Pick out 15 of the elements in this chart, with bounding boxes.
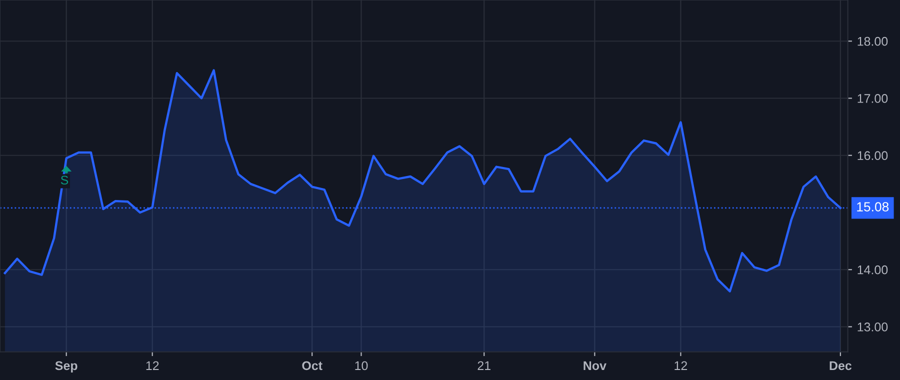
x-tick-label: Nov: [584, 361, 606, 370]
x-tick-label: Dec: [830, 361, 852, 370]
x-tick-label: 21: [478, 361, 490, 370]
y-tick-label: 13.00: [858, 322, 888, 332]
x-tick-label: 12: [674, 361, 688, 370]
y-tick-label: 16.00: [858, 151, 888, 160]
annotation: S: [60, 176, 68, 185]
x-tick-label: 12: [146, 361, 159, 370]
y-tick-label: 17.00: [858, 94, 888, 103]
ref-line-label: 15.08: [857, 202, 889, 212]
y-tick-label: 18.00: [858, 36, 888, 46]
x-tick-label: 10: [355, 361, 368, 370]
x-tick-label: Sep: [55, 361, 78, 373]
y-tick-label: 14.00: [858, 265, 888, 274]
x-tick-label: Oct: [302, 361, 322, 370]
